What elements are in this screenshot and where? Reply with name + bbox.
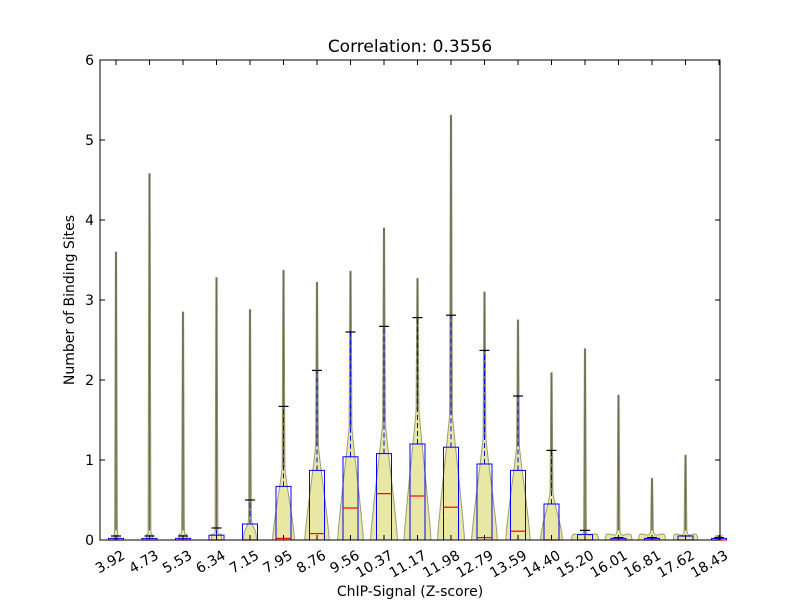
y-axis: 0 1 2 3 4 5 6 <box>85 53 720 549</box>
x-axis-label: ChIP-Signal (Z-score) <box>337 584 483 600</box>
y-tick-label: 5 <box>85 133 94 149</box>
y-axis-label: Number of Binding Sites <box>62 215 78 385</box>
chart-title: Correlation: 0.3556 <box>328 37 492 57</box>
y-tick-label: 1 <box>85 453 94 469</box>
y-tick-label: 0 <box>85 533 94 549</box>
y-tick-label: 6 <box>85 53 94 69</box>
y-tick-label: 2 <box>85 373 94 389</box>
boxes-layer <box>108 314 727 541</box>
y-tick-label: 4 <box>85 213 94 229</box>
y-tick-label: 3 <box>85 293 94 309</box>
